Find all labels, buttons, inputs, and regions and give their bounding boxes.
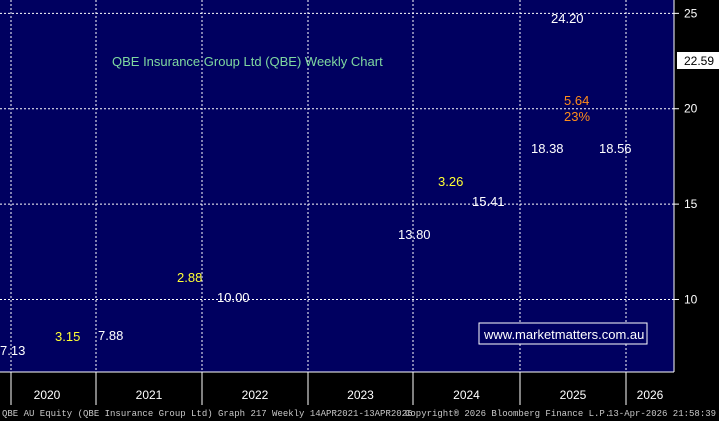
- x-tick-label: 2026: [637, 388, 664, 402]
- move-label-3-15: 3.15: [55, 329, 80, 344]
- move-label-3-26: 3.26: [438, 174, 463, 189]
- low-label-18-56: 18.56: [599, 141, 632, 156]
- low-label-18-38: 18.38: [531, 141, 564, 156]
- x-axis-band: [0, 372, 719, 405]
- last-price-label: 22.59: [684, 54, 714, 68]
- x-tick-label: 2021: [136, 388, 163, 402]
- x-tick-label: 2020: [34, 388, 61, 402]
- chart-title: QBE Insurance Group Ltd (QBE) Weekly Cha…: [112, 54, 383, 69]
- y-tick-label: 20: [684, 102, 698, 116]
- x-tick-label: 2022: [242, 388, 269, 402]
- low-label-7-13: 7.13: [0, 343, 25, 358]
- move-label-2-88: 2.88: [177, 270, 202, 285]
- move-label-5-64: 5.64: [564, 93, 589, 108]
- plot-area: [0, 0, 674, 372]
- watermark-box: [478, 322, 648, 345]
- x-tick-label: 2024: [453, 388, 480, 402]
- low-label-13-80: 13.80: [398, 227, 431, 242]
- high-label-24-20: 24.20: [551, 11, 584, 26]
- move-label-pct: 23%: [564, 109, 590, 124]
- y-tick-label: 25: [684, 6, 698, 20]
- x-tick-label: 2025: [560, 388, 587, 402]
- low-label-15-41: 15.41: [472, 194, 505, 209]
- low-label-10-00: 10.00: [217, 290, 250, 305]
- x-tick-label: 2023: [347, 388, 374, 402]
- low-label-7-88: 7.88: [98, 328, 123, 343]
- y-tick-label: 10: [684, 293, 698, 307]
- footer-right: 13-Apr-2026 21:58:39: [608, 409, 716, 419]
- footer-left: QBE AU Equity (QBE Insurance Group Ltd) …: [2, 409, 412, 419]
- watermark-text: www.marketmatters.com.au: [483, 327, 644, 342]
- y-tick-label: 15: [684, 197, 698, 211]
- last-price-box: [677, 52, 719, 69]
- footer-center: Copyright® 2026 Bloomberg Finance L.P.: [405, 409, 610, 419]
